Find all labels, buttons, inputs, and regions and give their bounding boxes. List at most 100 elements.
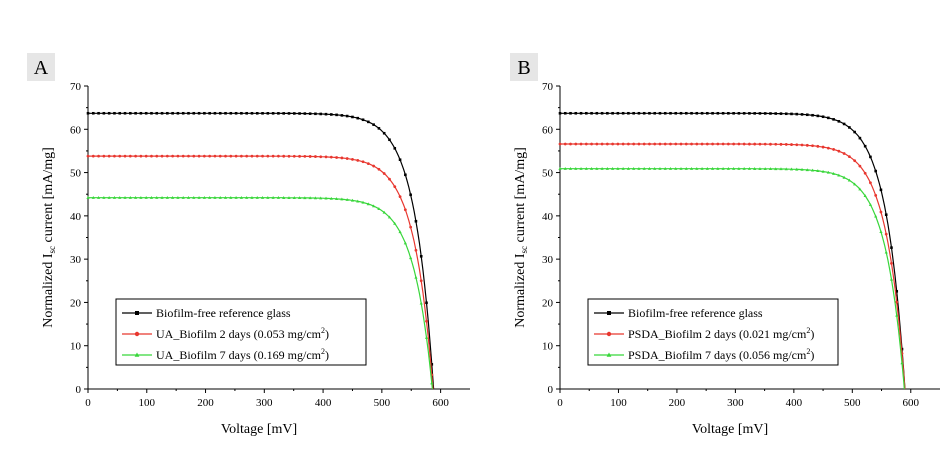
data-point — [430, 363, 434, 366]
data-point — [186, 195, 191, 199]
panel-label: B — [517, 57, 530, 79]
x-tick-label: 600 — [903, 397, 920, 409]
data-point — [895, 289, 899, 293]
data-point — [398, 195, 402, 198]
data-point — [637, 166, 641, 170]
data-point — [642, 142, 646, 146]
data-point — [218, 195, 222, 199]
data-point — [282, 112, 286, 115]
data-point — [419, 279, 423, 283]
data-point — [584, 166, 588, 170]
y-tick-label: 40 — [542, 211, 554, 223]
data-point — [335, 113, 338, 117]
data-point — [889, 277, 894, 281]
data-point — [314, 112, 317, 116]
x-tick-label: 400 — [315, 397, 332, 409]
data-point — [558, 142, 562, 146]
data-point — [579, 111, 583, 115]
data-point — [627, 142, 630, 146]
data-point — [160, 195, 164, 199]
panel-label-box — [27, 53, 55, 81]
data-point — [86, 111, 90, 115]
legend-label-text: UA_Biofilm 2 days (0.053 mg/cm — [156, 327, 322, 341]
data-point — [763, 167, 767, 171]
data-point — [409, 225, 413, 229]
data-point — [590, 142, 593, 146]
data-point — [192, 154, 196, 158]
data-point — [858, 187, 862, 191]
data-point — [595, 142, 599, 146]
data-point — [726, 142, 730, 146]
data-point — [737, 167, 741, 170]
data-point — [658, 111, 662, 115]
data-point — [335, 156, 338, 159]
data-point — [716, 111, 720, 115]
data-point — [616, 142, 620, 146]
legend-label: Biofilm-free reference glass — [156, 306, 291, 320]
data-point — [653, 166, 657, 170]
data-point — [595, 166, 599, 170]
data-point — [826, 146, 830, 150]
legend-marker — [606, 331, 612, 337]
data-point — [419, 301, 423, 305]
data-point — [261, 154, 264, 158]
data-point — [605, 142, 609, 146]
data-point — [250, 111, 254, 115]
data-point — [642, 166, 646, 170]
data-point — [181, 195, 185, 199]
data-point — [611, 111, 614, 115]
data-point — [721, 166, 725, 170]
data-point — [308, 112, 312, 115]
data-point — [700, 142, 704, 146]
data-point — [202, 195, 206, 199]
data-point — [874, 169, 877, 173]
x-tick-label: 100 — [610, 397, 627, 409]
data-point — [329, 155, 333, 159]
data-point — [716, 142, 720, 146]
data-point — [863, 144, 867, 148]
data-point — [832, 171, 836, 175]
data-point — [600, 142, 604, 146]
data-point — [758, 142, 762, 146]
data-point — [568, 166, 573, 170]
data-point — [208, 154, 212, 158]
data-point — [409, 193, 412, 197]
data-point — [403, 241, 407, 245]
data-point — [430, 381, 434, 385]
data-point — [805, 168, 809, 172]
data-point — [837, 149, 841, 153]
data-point — [632, 142, 636, 146]
data-point — [160, 154, 164, 158]
data-point — [727, 111, 730, 115]
data-point — [890, 262, 893, 265]
data-point — [721, 142, 725, 146]
x-tick-label: 600 — [432, 397, 449, 409]
data-point — [128, 195, 132, 199]
data-point — [361, 118, 365, 122]
data-point — [747, 167, 752, 170]
y-axis-label: Normalized Isc current [mA/mg] — [513, 147, 529, 328]
data-point — [250, 195, 254, 199]
data-point — [690, 142, 693, 146]
data-point — [563, 166, 567, 170]
data-point — [616, 166, 620, 170]
data-point — [97, 111, 100, 115]
data-point — [202, 154, 206, 158]
data-point — [97, 154, 100, 158]
x-tick-label: 200 — [669, 397, 686, 409]
data-point — [626, 166, 630, 170]
data-point — [324, 155, 328, 159]
data-point — [171, 195, 175, 199]
data-point — [240, 111, 243, 115]
data-point — [139, 154, 143, 158]
data-point — [606, 111, 609, 115]
data-point — [763, 112, 767, 115]
y-tick-label: 0 — [548, 384, 554, 396]
data-point — [139, 111, 143, 115]
data-point — [144, 195, 148, 199]
y-axis-label-sub: sc — [519, 246, 529, 254]
data-point — [663, 111, 667, 115]
data-point — [86, 154, 90, 158]
data-point — [600, 166, 604, 170]
data-point — [648, 111, 651, 115]
